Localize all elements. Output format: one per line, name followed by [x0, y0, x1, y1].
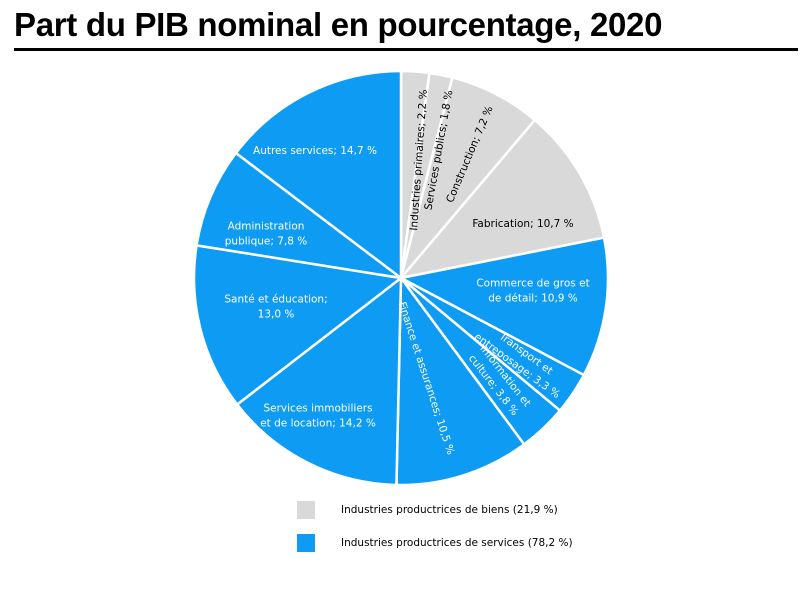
slice-label-administration-publique: Administration publique; 7,8 % — [225, 221, 308, 248]
page-title: Part du PIB nominal en pourcentage, 2020 — [14, 6, 663, 43]
legend-item-services: Industries productrices de services (78,… — [297, 533, 573, 553]
pie-slices — [192, 69, 610, 487]
pie-slice-sante-et-education — [192, 244, 403, 406]
legend-swatch-biens — [297, 501, 315, 519]
pie-slice-fabrication — [399, 118, 606, 280]
slice-label-services-immobiliers-et-de-location: Services immobiliers et de location; 14,2… — [260, 403, 376, 430]
slice-label-sante-et-education: Santé et éducation; 13,0 % — [224, 294, 327, 321]
pie-slice-administration-publique — [195, 151, 403, 280]
slice-label-autres-services: Autres services; 14,7 % — [253, 145, 377, 157]
slice-label-fabrication: Fabrication; 10,7 % — [472, 218, 573, 230]
title-underline — [14, 48, 798, 51]
pie-slice-autres-services — [234, 69, 403, 280]
legend: Industries productrices de biens (21,9 %… — [297, 500, 573, 566]
pie-slice-finance-et-assurances — [395, 276, 526, 487]
legend-label-biens: Industries productrices de biens (21,9 %… — [341, 504, 558, 516]
legend-item-biens: Industries productrices de biens (21,9 %… — [297, 500, 573, 520]
pie-slice-commerce-de-gros-et-de-detail — [399, 236, 610, 377]
legend-label-services: Industries productrices de services (78,… — [341, 537, 573, 549]
slice-label-commerce-de-gros-et-de-detail: Commerce de gros et de détail; 10,9 % — [476, 278, 589, 305]
legend-swatch-services — [297, 534, 315, 552]
pie-slice-services-immobiliers-et-de-location — [235, 276, 403, 487]
